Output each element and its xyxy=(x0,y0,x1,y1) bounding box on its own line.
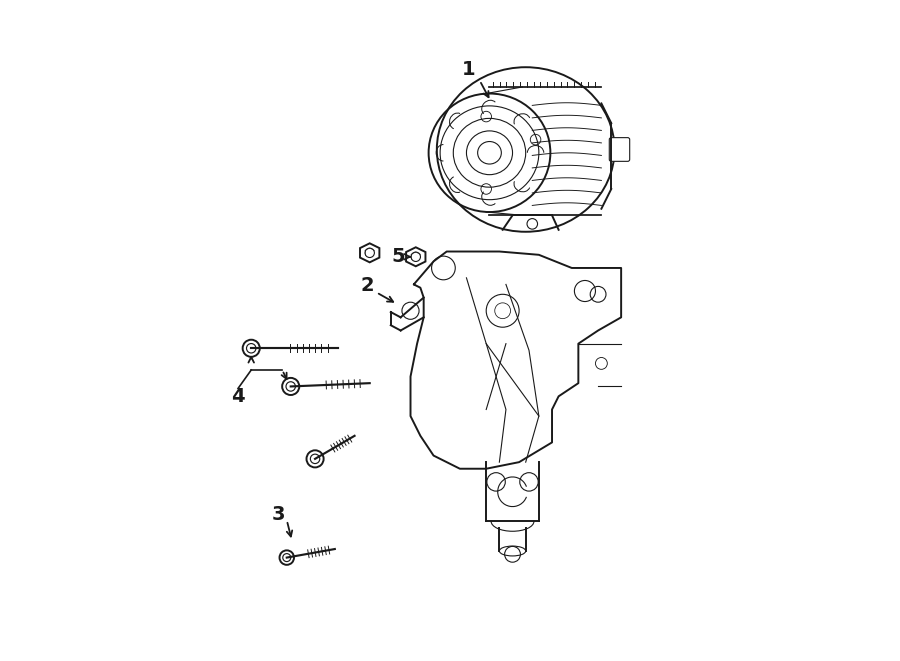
Polygon shape xyxy=(406,247,426,266)
Circle shape xyxy=(243,340,260,357)
Circle shape xyxy=(307,450,324,467)
Polygon shape xyxy=(360,243,380,262)
Circle shape xyxy=(283,378,300,395)
Circle shape xyxy=(280,551,294,565)
Text: 3: 3 xyxy=(272,505,285,524)
Text: 5: 5 xyxy=(392,247,406,266)
Text: 4: 4 xyxy=(231,387,245,406)
Text: 2: 2 xyxy=(361,276,374,295)
Text: 1: 1 xyxy=(462,59,475,79)
FancyBboxPatch shape xyxy=(609,137,630,161)
Ellipse shape xyxy=(500,546,526,556)
